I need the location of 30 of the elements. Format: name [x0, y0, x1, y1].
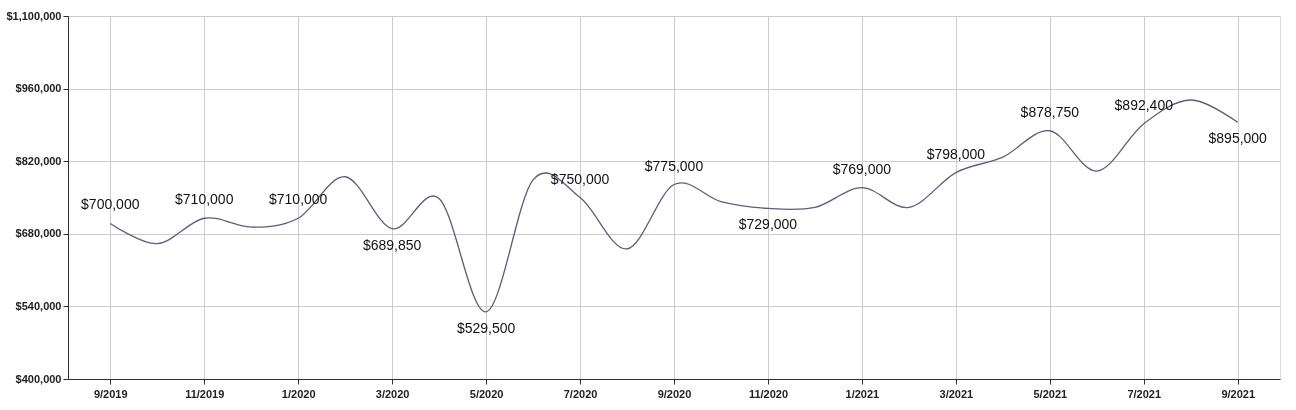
x-tick-label: 5/2021: [1033, 387, 1068, 400]
data-label: $892,400: [1114, 96, 1174, 113]
data-label: $895,000: [1208, 130, 1268, 147]
y-tick-label: $540,000: [15, 299, 62, 312]
x-tick-label: 5/2020: [469, 387, 504, 400]
data-label: $710,000: [175, 191, 234, 208]
y-tick-label: $1,100,000: [6, 9, 62, 22]
x-tick-label: 9/2020: [657, 387, 692, 400]
data-label: $700,000: [81, 196, 140, 213]
x-tick-label: 9/2021: [1221, 387, 1256, 400]
x-tick-label: 1/2021: [845, 387, 880, 400]
data-label: $878,750: [1020, 103, 1080, 120]
x-tick-label: 7/2021: [1127, 387, 1162, 400]
x-tick-label: 9/2019: [93, 387, 128, 400]
y-tick-label: $400,000: [15, 372, 62, 385]
data-label: $775,000: [644, 157, 704, 174]
data-label: $529,500: [456, 319, 516, 336]
y-tick-label: $820,000: [15, 154, 62, 167]
x-tick-label: 1/2020: [281, 387, 316, 400]
x-tick-label: 3/2020: [375, 387, 410, 400]
data-label: $769,000: [832, 160, 892, 177]
data-label: $729,000: [738, 216, 798, 233]
x-tick-label: 11/2019: [185, 387, 225, 400]
data-label: $798,000: [926, 145, 986, 162]
x-tick-label: 11/2020: [748, 387, 789, 400]
y-tick-label: $960,000: [15, 82, 62, 95]
x-tick-label: 7/2020: [563, 387, 598, 400]
data-label: $689,850: [362, 236, 422, 253]
x-tick-label: 3/2021: [939, 387, 974, 400]
y-tick-label: $680,000: [15, 227, 62, 240]
